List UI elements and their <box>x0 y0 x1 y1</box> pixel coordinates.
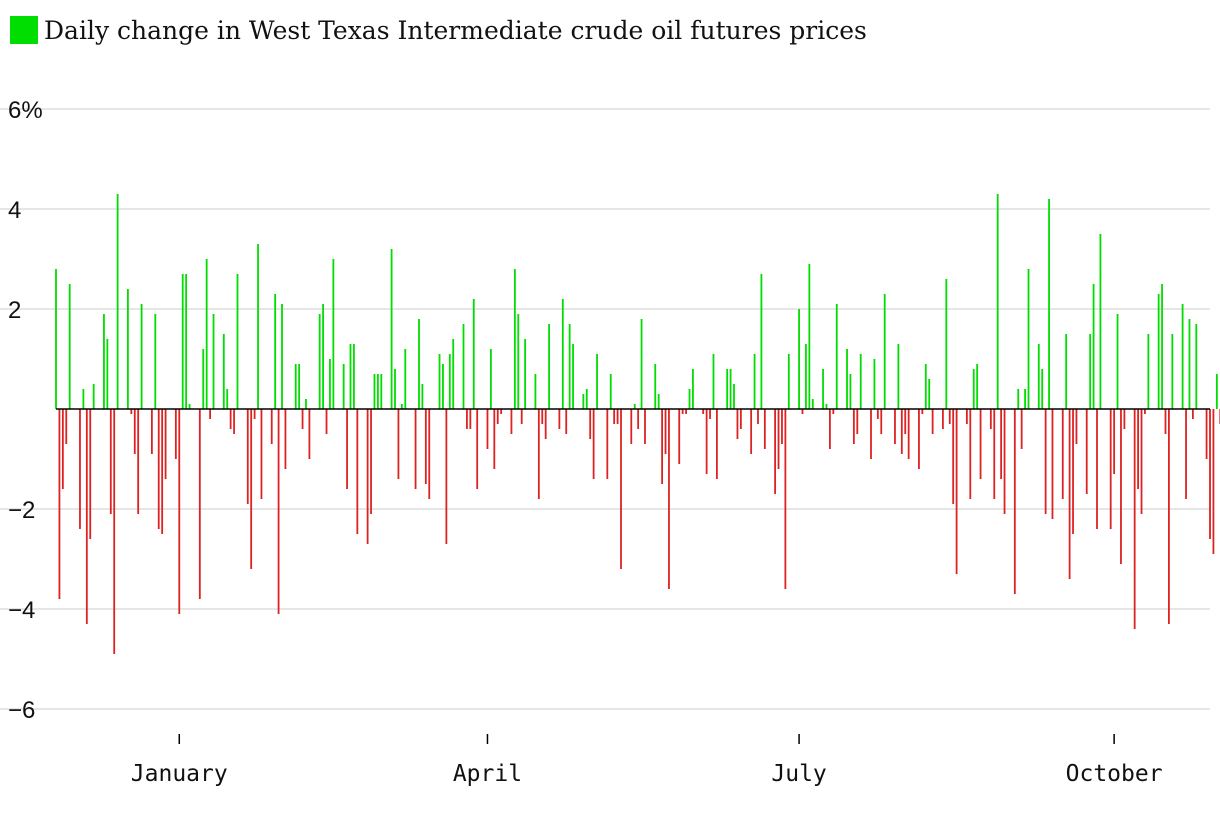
x-tick-label: October <box>1066 761 1163 787</box>
y-axis: 6% 4 2 −2 −4 −6 <box>8 97 43 724</box>
y-tick: 4 <box>8 197 21 224</box>
y-tick-label: 2 <box>8 297 21 324</box>
x-tick-label: April <box>453 761 522 787</box>
y-tick-label: −2 <box>8 497 35 524</box>
y-tick: 2 <box>8 297 21 324</box>
grid-lines <box>0 108 1210 710</box>
x-tick: January <box>131 734 228 787</box>
y-tick: −2 <box>8 497 35 524</box>
legend-label: Daily change in West Texas Intermediate … <box>44 15 867 45</box>
y-tick: −4 <box>8 597 35 624</box>
y-tick: 6% <box>8 97 43 124</box>
legend: Daily change in West Texas Intermediate … <box>10 14 867 46</box>
bars <box>55 194 1220 654</box>
x-tick: April <box>453 734 522 787</box>
legend-swatch <box>10 16 38 44</box>
y-tick-label: 4 <box>8 197 21 224</box>
x-tick-label: July <box>771 761 826 787</box>
x-tick-label: January <box>131 761 228 787</box>
y-tick-label: 6% <box>8 97 43 124</box>
x-tick: July <box>771 734 827 787</box>
y-tick-label: −6 <box>8 697 35 724</box>
y-tick: −6 <box>8 697 35 724</box>
y-tick-label: −4 <box>8 597 35 624</box>
x-axis: January April July October <box>131 734 1163 787</box>
x-tick: October <box>1066 734 1163 787</box>
